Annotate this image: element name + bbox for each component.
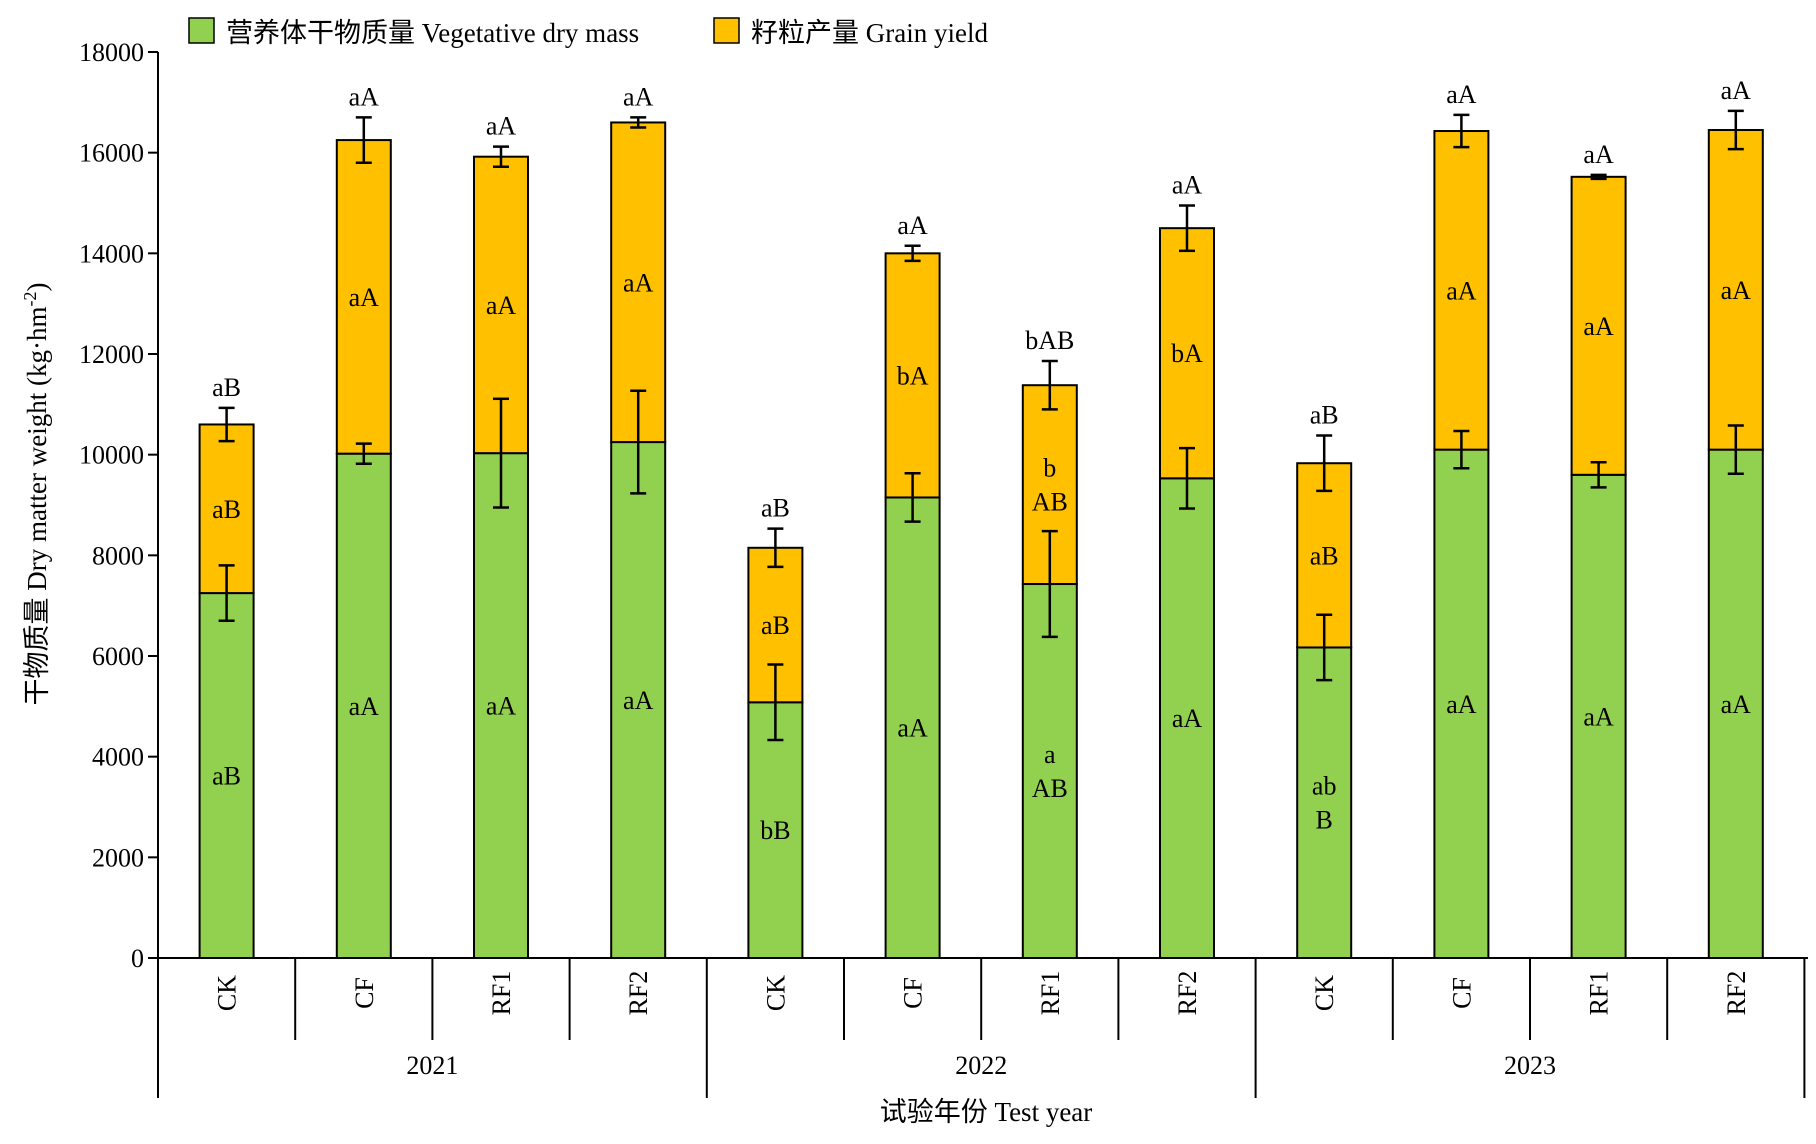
- bar-vegetative: [1707, 448, 1764, 959]
- sig-label-vegetative: aB: [212, 762, 241, 791]
- sig-label-total: bAB: [1025, 326, 1074, 355]
- sig-label-grain: aA: [349, 283, 380, 312]
- sig-label-grain: aA: [1446, 276, 1477, 305]
- x-tick-label: CK: [213, 975, 242, 1011]
- labels: 2021 2022 2023CKaBaBaBCFaAaAaARF1aAaAaARF2…: [212, 76, 1751, 1080]
- sig-label-vegetative: AB: [1032, 774, 1068, 803]
- x-tick-label: RF2: [1173, 971, 1202, 1016]
- sig-label-vegetative: aA: [1172, 704, 1203, 733]
- bar-vegetative: [1296, 646, 1353, 960]
- sig-label-grain: aA: [1721, 276, 1752, 305]
- sig-label-total: aA: [623, 82, 654, 111]
- x-tick-label: CF: [899, 977, 928, 1009]
- y-tick-label: 16000: [79, 139, 144, 168]
- bar-grain: [884, 252, 941, 499]
- y-tick-label: 8000: [92, 541, 144, 570]
- bar-grain: [1159, 227, 1215, 480]
- y-tick-label: 6000: [92, 642, 144, 671]
- sig-label-vegetative: B: [1316, 806, 1333, 835]
- y-axis-title-superscript: -2: [20, 292, 40, 307]
- y-tick-label: 4000: [92, 743, 144, 772]
- bar-vegetative: [335, 452, 392, 959]
- sig-label-vegetative: aA: [1446, 690, 1477, 719]
- sig-label-vegetative: aA: [1583, 702, 1614, 731]
- sig-label-vegetative: a: [1044, 740, 1056, 769]
- y-tick-label: 14000: [79, 239, 144, 268]
- sig-label-vegetative: aA: [897, 714, 928, 743]
- legend-label-grain: 籽粒产量 Grain yield: [751, 18, 988, 48]
- year-label: 2023: [1504, 1051, 1556, 1080]
- x-tick-label: CF: [1447, 977, 1476, 1009]
- x-axis-title: 试验年份 Test year: [880, 1097, 1093, 1127]
- x-tick-label: CF: [350, 977, 379, 1009]
- sig-label-grain: aB: [212, 495, 241, 524]
- axes: 0 2000 4000 6000 8000 10000 12000 14000 16000 180…: [79, 38, 1808, 1098]
- sig-label-grain: aA: [623, 268, 654, 297]
- legend-swatch-grain: [713, 17, 740, 44]
- x-tick-label: RF1: [1036, 971, 1065, 1016]
- bar-grain: [610, 121, 667, 444]
- y-tick-label: 10000: [79, 441, 144, 470]
- sig-label-grain: bA: [1171, 339, 1203, 368]
- sig-label-vegetative: aA: [349, 692, 380, 721]
- bar-vegetative: [884, 496, 941, 959]
- sig-label-total: aA: [897, 211, 928, 240]
- bar-vegetative: [1021, 583, 1078, 959]
- y-tick-label: 0: [131, 944, 144, 973]
- sig-label-vegetative: aA: [623, 686, 654, 715]
- sig-label-vegetative: ab: [1312, 772, 1337, 801]
- x-tick-label: RF1: [487, 971, 516, 1016]
- bar-grain: [1570, 175, 1627, 476]
- sig-label-grain: aA: [486, 291, 517, 320]
- x-tick-label: RF2: [1722, 971, 1751, 1016]
- y-axis-title: 干物质量 Dry matter weight (kg·hm-2): [20, 283, 52, 706]
- legend: 营养体干物质量 Vegetative dry mass 籽粒产量 Grain y…: [188, 17, 988, 48]
- x-tick-label: RF2: [624, 971, 653, 1016]
- sig-label-total: aA: [1721, 76, 1752, 105]
- sig-label-total: aA: [1446, 80, 1477, 109]
- sig-label-total: aA: [1172, 171, 1203, 200]
- legend-swatch-vegetative: [188, 17, 215, 44]
- sig-label-grain: bA: [897, 361, 929, 390]
- bar-vegetative: [1433, 448, 1490, 959]
- year-label: 2022: [955, 1051, 1007, 1080]
- sig-label-grain: aB: [761, 611, 790, 640]
- legend-label-vegetative: 营养体干物质量 Vegetative dry mass: [226, 18, 639, 48]
- sig-label-total: aA: [1583, 140, 1614, 169]
- sig-label-total: aB: [212, 373, 241, 402]
- sig-label-total: aA: [486, 112, 517, 141]
- bar-vegetative: [1159, 477, 1215, 959]
- bar-vegetative: [473, 452, 529, 959]
- sig-label-total: aA: [349, 82, 380, 111]
- sig-label-total: aB: [761, 494, 790, 523]
- sig-label-vegetative: aA: [1721, 690, 1752, 719]
- x-tick-label: CK: [761, 975, 790, 1011]
- sig-label-grain: aA: [1583, 312, 1614, 341]
- bars: [198, 109, 1764, 960]
- sig-label-total: aB: [1310, 401, 1339, 430]
- sig-label-vegetative: bB: [760, 816, 790, 845]
- x-tick-label: RF1: [1585, 971, 1614, 1016]
- sig-label-grain: aB: [1310, 541, 1339, 570]
- y-tick-label: 18000: [79, 38, 144, 67]
- y-tick-label: 12000: [79, 340, 144, 369]
- sig-label-vegetative: aA: [486, 692, 517, 721]
- bar-vegetative: [747, 701, 804, 959]
- x-tick-label: CK: [1310, 975, 1339, 1011]
- sig-label-grain: AB: [1032, 488, 1068, 517]
- year-label: 2021: [406, 1051, 458, 1080]
- y-tick-label: 2000: [92, 843, 144, 872]
- sig-label-grain: b: [1043, 454, 1056, 483]
